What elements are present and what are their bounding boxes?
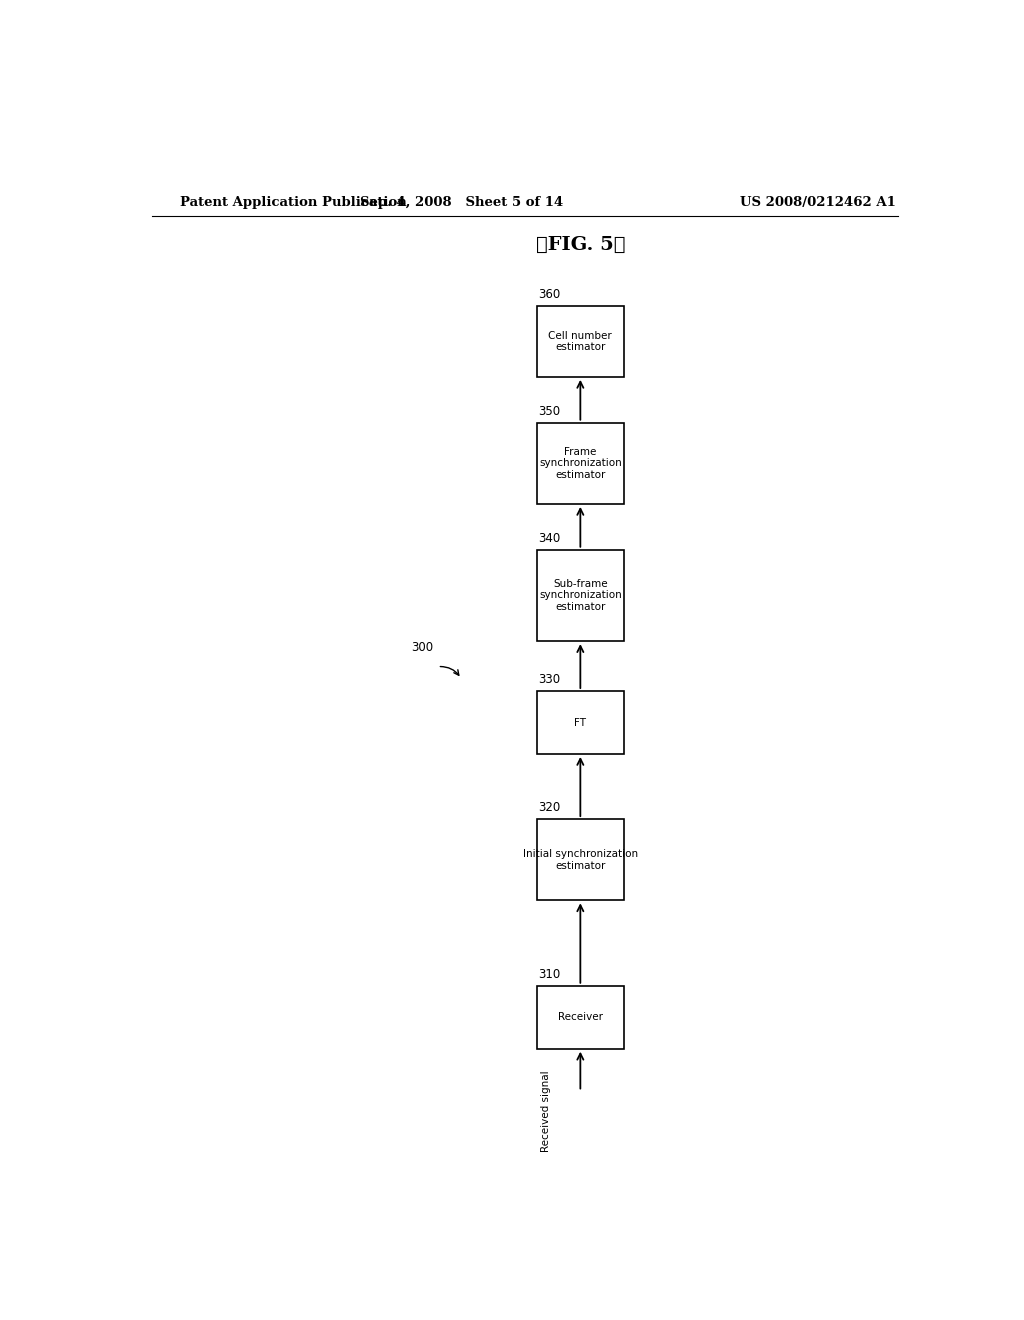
Bar [537,690,624,754]
Text: 310: 310 [539,968,560,981]
Text: Sub-frame
synchronization
estimator: Sub-frame synchronization estimator [539,579,622,612]
Text: 』FIG. 5『: 』FIG. 5『 [536,236,625,253]
Bar [537,549,624,642]
Text: 330: 330 [539,673,560,686]
Text: Receiver: Receiver [558,1012,603,1022]
Text: Cell number
estimator: Cell number estimator [549,330,612,352]
Text: Received signal: Received signal [541,1071,551,1151]
Bar [537,818,624,900]
Text: Sep. 4, 2008   Sheet 5 of 14: Sep. 4, 2008 Sheet 5 of 14 [359,195,563,209]
Bar [537,422,624,504]
Text: 340: 340 [539,532,560,545]
Text: Patent Application Publication: Patent Application Publication [179,195,407,209]
Text: Frame
synchronization
estimator: Frame synchronization estimator [539,446,622,480]
Text: 360: 360 [539,288,560,301]
Bar [537,306,624,378]
Text: Initial synchronization
estimator: Initial synchronization estimator [523,849,638,870]
Text: 320: 320 [539,801,560,814]
Text: 300: 300 [412,642,433,655]
Text: FT: FT [574,718,587,727]
Text: 350: 350 [539,405,560,417]
Text: US 2008/0212462 A1: US 2008/0212462 A1 [740,195,896,209]
Bar [537,986,624,1049]
